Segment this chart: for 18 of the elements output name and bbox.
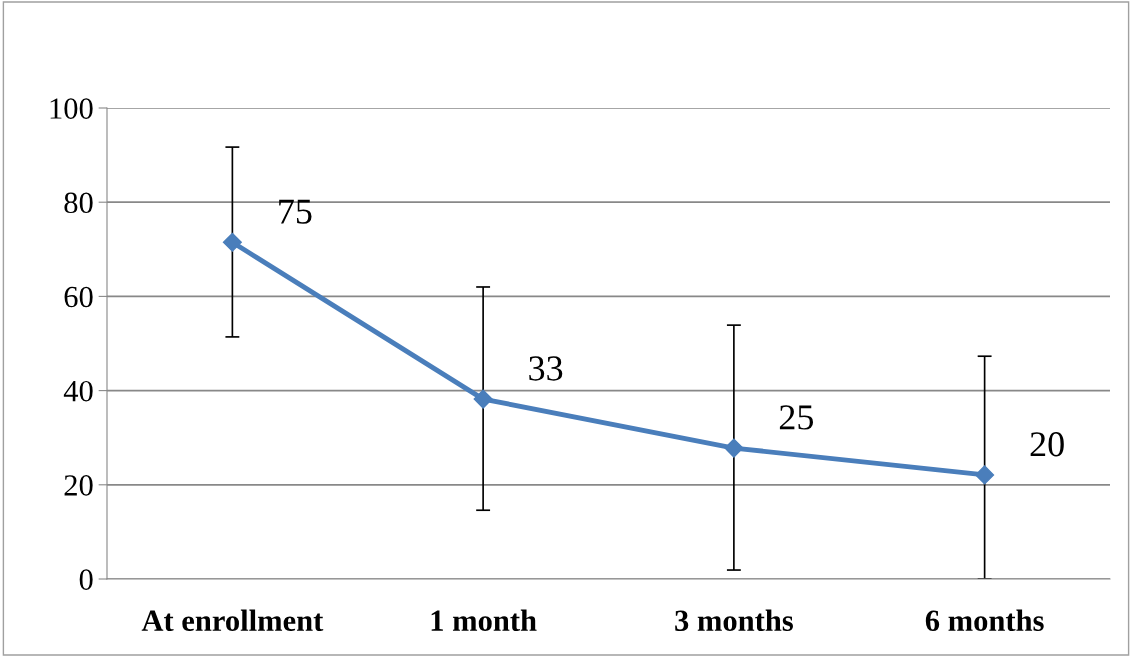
point: [724, 438, 744, 458]
y-tick-label: 80: [64, 192, 93, 214]
y-tick-label: 100: [50, 98, 93, 119]
x-tick-label: At enrollment: [141, 609, 324, 632]
point: [473, 389, 493, 409]
x-tick-label: 1 month: [431, 609, 537, 632]
annotation: 20: [1030, 432, 1064, 457]
x-tick-label: 6 months: [925, 609, 1044, 632]
y-tick-label: 60: [64, 286, 93, 308]
annotation: 75: [279, 199, 312, 224]
y-tick-label: 20: [64, 475, 93, 496]
annotation: 33: [529, 356, 563, 381]
y-tick-label: 40: [63, 380, 93, 402]
annotation: 25: [779, 405, 814, 430]
point: [975, 465, 995, 485]
x-tick-label: 3 months: [675, 609, 793, 632]
point: [222, 232, 242, 252]
y-tick-label: 0: [79, 569, 93, 590]
